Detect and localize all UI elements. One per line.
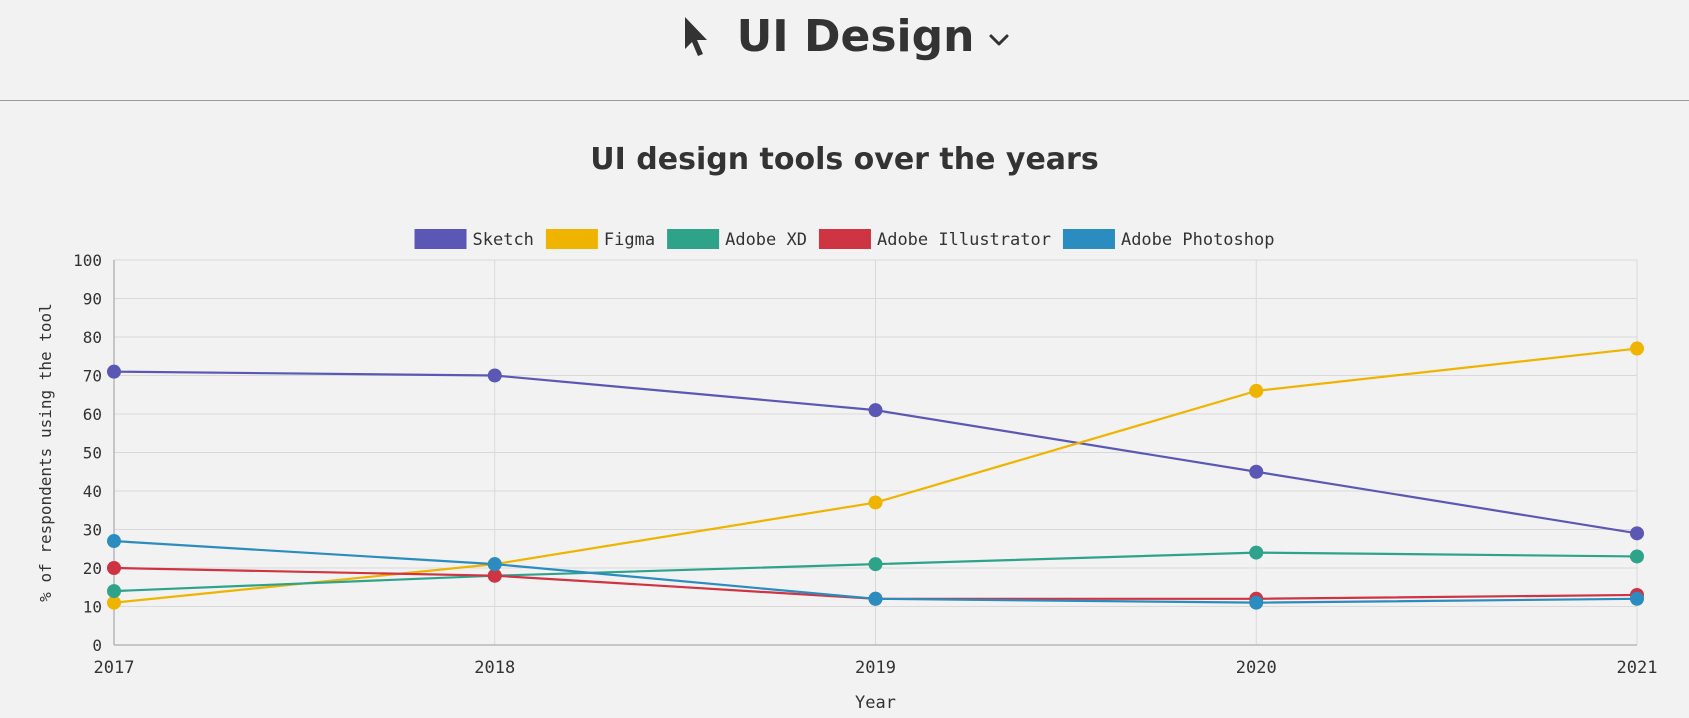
legend-label: Figma — [604, 230, 655, 250]
data-point[interactable] — [1630, 341, 1644, 356]
data-point[interactable] — [1249, 595, 1264, 610]
y-tick-label: 60 — [83, 405, 102, 424]
y-tick-label: 90 — [83, 290, 102, 309]
y-tick-label: 70 — [83, 367, 102, 386]
legend-item-sketch[interactable]: Sketch — [414, 229, 534, 250]
data-point[interactable] — [487, 557, 502, 572]
legend-swatch — [818, 229, 871, 249]
y-tick-label: 0 — [92, 636, 102, 655]
data-point[interactable] — [487, 368, 502, 383]
data-point[interactable] — [487, 568, 502, 583]
data-point[interactable] — [1630, 526, 1644, 541]
data-point[interactable] — [107, 584, 121, 599]
data-point[interactable] — [1249, 383, 1264, 398]
legend-label: Adobe Illustrator — [877, 230, 1051, 250]
data-point[interactable] — [1249, 545, 1264, 560]
legend-swatch — [1062, 229, 1115, 249]
data-point[interactable] — [107, 364, 121, 379]
data-point[interactable] — [868, 557, 883, 572]
grid — [113, 259, 1638, 646]
legend-swatch — [414, 229, 467, 249]
data-point[interactable] — [868, 591, 883, 606]
y-tick-label: 40 — [83, 482, 102, 501]
x-axis-title: Year — [855, 693, 896, 713]
chart-title: UI design tools over the years — [590, 142, 1099, 177]
y-axis-title: % of respondents using the tool — [36, 303, 55, 602]
data-point[interactable] — [868, 495, 883, 510]
data-point[interactable] — [107, 534, 121, 549]
data-point[interactable] — [107, 595, 121, 610]
cursor-arrow-icon — [684, 17, 707, 56]
x-tick-label: 2017 — [94, 658, 135, 678]
series-adobe-photoshop — [107, 534, 1644, 610]
legend-item-figma[interactable]: Figma — [545, 229, 655, 250]
legend-label: Sketch — [473, 230, 534, 250]
legend: Sketch Figma Adobe XD Adobe Illustrator Adob… — [414, 229, 1275, 250]
axes: 0 10 20 30 40 50 60 70 80 90 100 2017 2018 2019 2020 20… — [36, 251, 1657, 713]
chevron-down-icon[interactable] — [988, 33, 1010, 47]
x-tick-label: 2020 — [1236, 658, 1277, 678]
x-tick-label: 2021 — [1617, 658, 1658, 678]
y-tick-label: 30 — [83, 521, 102, 540]
y-tick-label: 50 — [83, 444, 102, 463]
section-title: UI Design — [736, 11, 975, 62]
data-point[interactable] — [107, 561, 121, 575]
legend-item-adobe-xd[interactable]: Adobe XD — [667, 229, 807, 250]
legend-label: Adobe XD — [725, 230, 807, 250]
series-layer — [107, 341, 1644, 610]
y-tick-label: 80 — [83, 328, 102, 347]
data-point[interactable] — [1249, 464, 1264, 479]
legend-label: Adobe Photoshop — [1121, 230, 1275, 250]
y-tick-label: 100 — [73, 251, 102, 270]
x-tick-label: 2019 — [855, 658, 896, 678]
section-heading: UI Design — [0, 12, 1689, 62]
legend-swatch — [667, 229, 720, 249]
data-point[interactable] — [1630, 591, 1644, 606]
legend-item-adobe-photoshop[interactable]: Adobe Photoshop — [1062, 229, 1275, 250]
legend-item-adobe-illustrator[interactable]: Adobe Illustrator — [818, 229, 1051, 250]
y-tick-label: 20 — [83, 559, 102, 578]
data-point[interactable] — [1630, 549, 1644, 564]
data-point[interactable] — [868, 403, 883, 418]
x-tick-label: 2018 — [474, 658, 515, 678]
series-sketch — [107, 364, 1644, 541]
page-header: UI Design — [0, 0, 1689, 101]
y-tick-label: 10 — [83, 598, 102, 617]
legend-swatch — [545, 229, 598, 249]
